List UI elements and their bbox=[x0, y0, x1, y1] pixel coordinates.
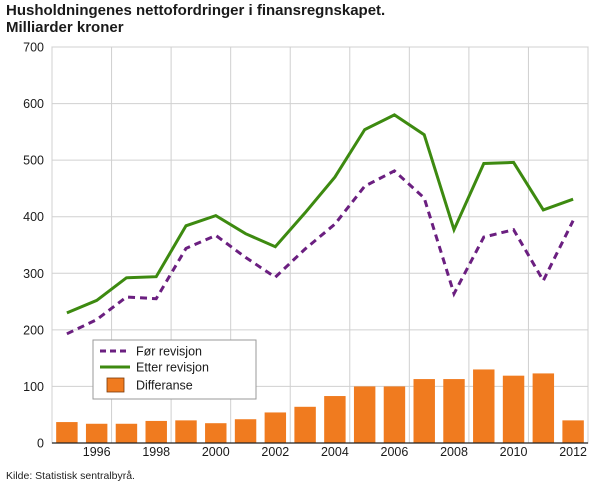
bar-differanse bbox=[502, 375, 525, 443]
x-tick-label: 2006 bbox=[381, 445, 409, 459]
x-tick-label: 2002 bbox=[261, 445, 289, 459]
bar-differanse bbox=[532, 373, 555, 443]
y-tick-label: 700 bbox=[23, 41, 44, 55]
y-tick-label: 200 bbox=[23, 323, 44, 337]
legend: Før revisjon Etter revisjon Differanse bbox=[92, 339, 257, 400]
bar-differanse bbox=[443, 379, 465, 443]
bar-differanse bbox=[294, 406, 316, 443]
x-tick-label: 1998 bbox=[142, 445, 170, 459]
y-tick-label: 0 bbox=[37, 437, 44, 451]
bar-differanse bbox=[413, 379, 435, 443]
chart-title: Husholdningenes nettofordringer i finans… bbox=[6, 2, 385, 36]
x-tick-label: 2012 bbox=[559, 445, 587, 459]
legend-item-for-revisjon-label: Før revisjon bbox=[136, 345, 202, 359]
bar-differanse bbox=[353, 386, 376, 443]
y-tick-label: 100 bbox=[23, 380, 44, 394]
y-tick-label: 500 bbox=[23, 154, 44, 168]
chart-title-line-2: Milliarder kroner bbox=[6, 19, 124, 36]
x-tick-label: 1996 bbox=[83, 445, 111, 459]
bar-differanse bbox=[383, 386, 406, 443]
chart-title-line-1: Husholdningenes nettofordringer i finans… bbox=[6, 2, 386, 19]
bar-differanse bbox=[205, 423, 227, 443]
y-tick-label: 600 bbox=[23, 97, 44, 111]
bar-differanse bbox=[234, 419, 257, 443]
bar-differanse bbox=[145, 420, 167, 443]
line-etter-revisjon bbox=[66, 113, 574, 315]
y-tick-label: 300 bbox=[23, 267, 44, 281]
bar-differanse bbox=[264, 412, 287, 443]
x-tick-label: 2008 bbox=[440, 445, 468, 459]
bar-differanse bbox=[473, 369, 495, 443]
y-tick-label: 400 bbox=[23, 210, 44, 224]
legend-item-etter-revisjon-label: Etter revisjon bbox=[136, 361, 209, 375]
line-for-revisjon bbox=[66, 169, 575, 336]
bar-differanse bbox=[85, 423, 108, 443]
bar-differanse bbox=[56, 422, 78, 443]
legend-swatch-differanse bbox=[106, 377, 125, 393]
legend-item-differanse-label: Differanse bbox=[136, 379, 193, 393]
bar-differanse bbox=[324, 396, 346, 443]
bar-differanse bbox=[115, 423, 138, 443]
x-tick-label: 2010 bbox=[500, 445, 528, 459]
x-tick-label: 2000 bbox=[202, 445, 230, 459]
bar-differanse bbox=[175, 420, 197, 443]
x-tick-label: 2004 bbox=[321, 445, 349, 459]
bar-differanse bbox=[562, 420, 584, 443]
source-note: Kilde: Statistisk sentralbyrå. bbox=[6, 470, 135, 482]
